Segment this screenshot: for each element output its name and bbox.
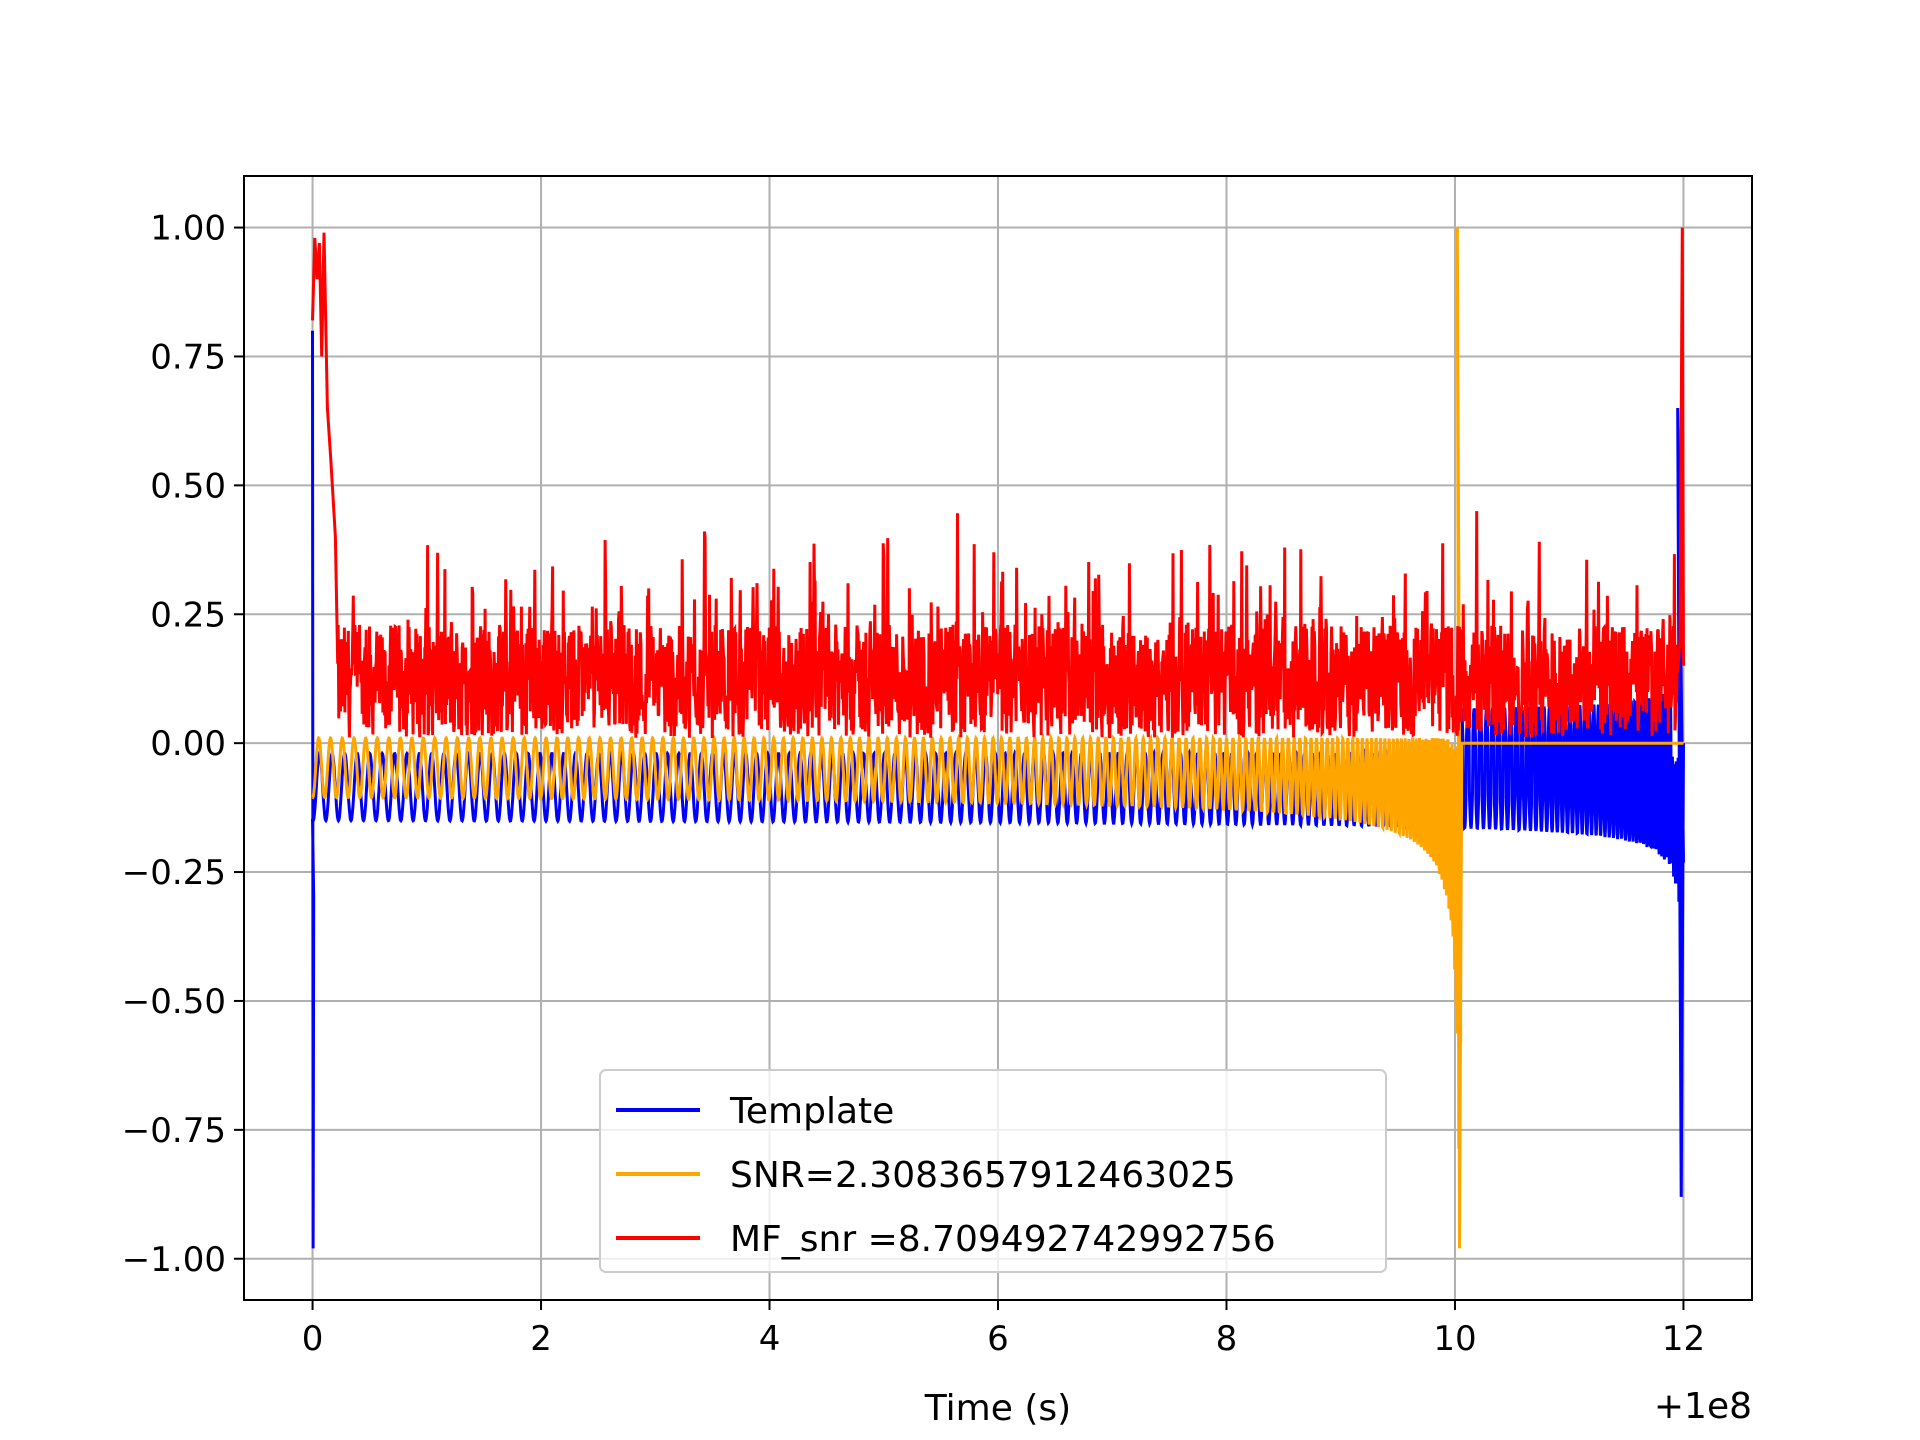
y-tick-label: 1.00: [150, 209, 226, 249]
x-tick-label: 6: [987, 1319, 1009, 1359]
mf-snr-line: [311, 227, 1685, 739]
y-tick-label: 0.75: [150, 337, 226, 377]
y-tick-label: 0.00: [150, 724, 226, 764]
legend-entry: Template: [729, 1091, 894, 1132]
x-tick-label: 8: [1216, 1319, 1238, 1359]
ticks: 0 2 4 6 8 10 12 1.00 0.75 0.50 0.25 0.00 −0.25 −0.50 −…: [122, 209, 1705, 1359]
legend-entry: SNR=2.3083657912463025: [730, 1155, 1236, 1196]
y-tick-label: 0.25: [150, 595, 226, 635]
y-tick-label: 0.50: [150, 466, 226, 506]
y-tick-label: −0.75: [122, 1111, 226, 1151]
y-tick-label: −1.00: [122, 1240, 226, 1280]
series-layer: [311, 227, 1686, 1249]
x-tick-label: 10: [1433, 1319, 1476, 1359]
x-tick-label: 0: [302, 1319, 324, 1359]
x-axis-label: Time (s): [924, 1388, 1071, 1429]
legend-box: [599, 1069, 1387, 1273]
y-tick-label: −0.50: [122, 982, 226, 1022]
snr-line: [311, 227, 1684, 1249]
x-tick-label: 12: [1662, 1319, 1705, 1359]
legend-entry: MF_snr =8.709492742992756: [730, 1219, 1276, 1260]
x-offset-label: +1e8: [1654, 1386, 1752, 1427]
y-tick-label: −0.25: [122, 853, 226, 893]
legend: Template SNR=2.3083657912463025 MF_snr =8.…: [599, 1069, 1387, 1273]
x-tick-label: 4: [759, 1319, 781, 1359]
x-tick-label: 2: [530, 1319, 552, 1359]
